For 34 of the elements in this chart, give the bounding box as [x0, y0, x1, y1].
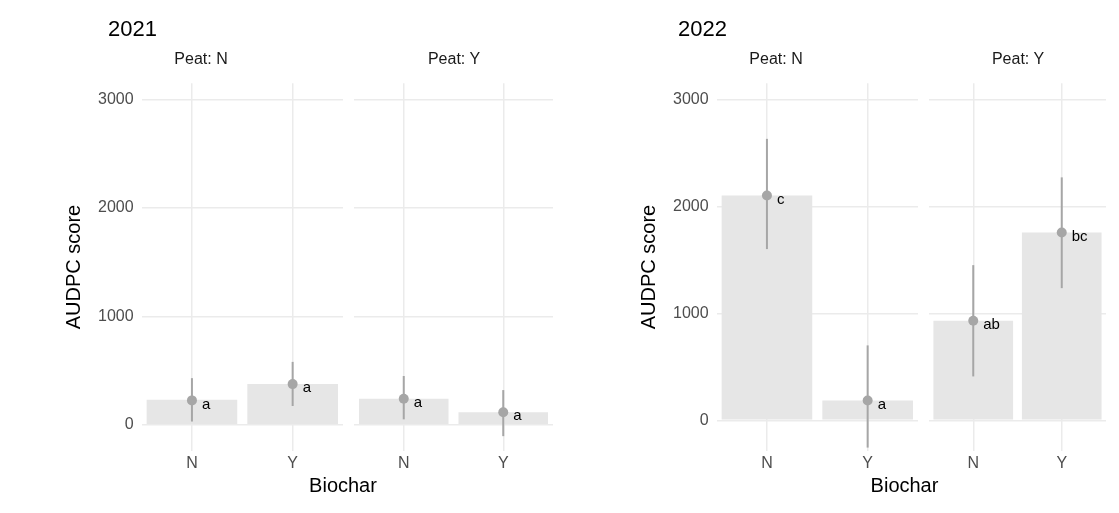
x-axis-title: Biochar: [308, 474, 378, 497]
x-tick-label: Y: [1056, 453, 1068, 471]
y-tick-label: 2000: [673, 196, 709, 214]
chart-subtitle: Peat: Y: [991, 50, 1045, 68]
y-tick-label: 3000: [673, 89, 709, 107]
x-tick-label: Y: [287, 453, 299, 471]
x-tick-label: N: [967, 453, 980, 471]
x-tick-label: Y: [497, 453, 509, 471]
chart-title: 2021: [108, 16, 157, 42]
annotation: ab: [983, 314, 1000, 332]
y-tick-label: 3000: [98, 89, 134, 107]
y-tick-label: 1000: [673, 303, 709, 321]
y-tick-label: 0: [124, 415, 134, 433]
y-tick-label: 2000: [98, 198, 134, 216]
chart-subtitle: Peat: Y: [427, 50, 481, 68]
annotation: a: [413, 392, 423, 410]
annotation: a: [513, 406, 523, 424]
x-tick-label: N: [761, 453, 773, 471]
chart-subtitle: Peat: N: [174, 50, 228, 68]
annotation: a: [201, 394, 211, 412]
y-axis-title: AUDPC score: [636, 204, 659, 330]
y-tick-label: 0: [699, 410, 709, 428]
y-axis-title: AUDPC score: [61, 204, 84, 330]
annotation: a: [302, 378, 312, 396]
annotation: c: [776, 189, 785, 207]
chart-subtitle: Peat: N: [749, 50, 803, 68]
x-axis-title: Biochar: [869, 474, 940, 497]
annotation: a: [877, 394, 887, 412]
x-tick-label: Y: [862, 453, 874, 471]
chart-title: 2022: [678, 16, 727, 42]
x-tick-label: N: [397, 453, 410, 471]
annotation: bc: [1071, 226, 1089, 244]
y-tick-label: 1000: [98, 306, 134, 324]
x-tick-label: N: [186, 453, 198, 471]
